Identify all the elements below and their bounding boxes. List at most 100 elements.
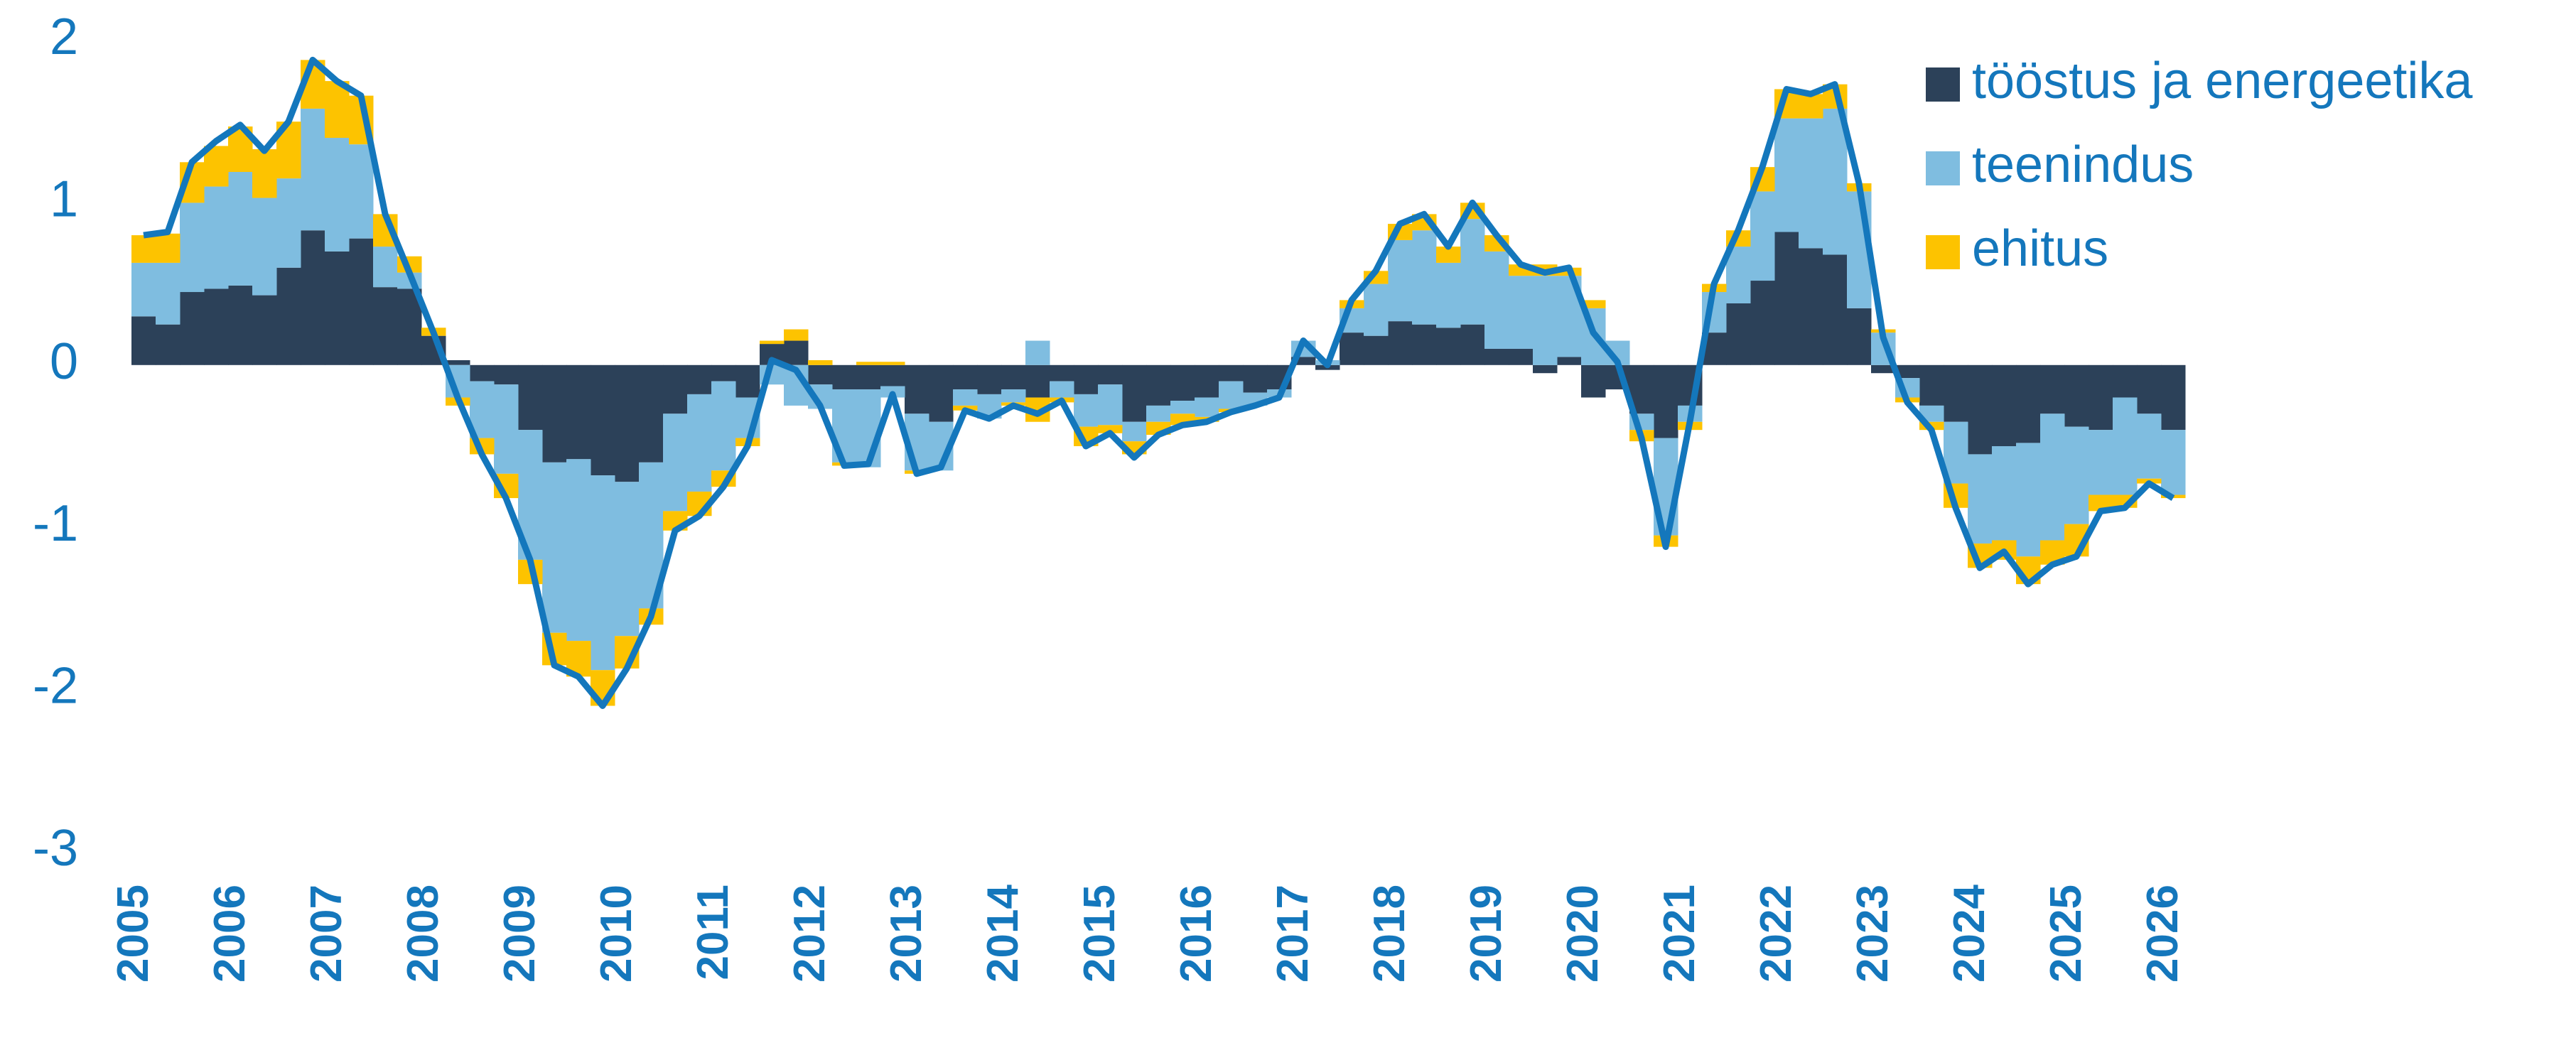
bar-segment — [1460, 324, 1485, 365]
bar-segment — [1750, 191, 1775, 281]
bar-segment — [1170, 364, 1195, 401]
bar-segment — [2113, 397, 2138, 495]
bar-segment — [1001, 364, 1026, 390]
bar-segment — [1895, 364, 1920, 379]
y-tick-label: -2 — [33, 658, 78, 715]
bar-segment — [446, 359, 470, 365]
bar-segment — [591, 475, 615, 671]
y-tick-label: -3 — [33, 820, 78, 877]
bar-segment — [156, 233, 180, 263]
bar-segment — [615, 364, 640, 482]
bar-segment — [1484, 348, 1509, 365]
x-tick-label: 2021 — [1655, 885, 1704, 983]
bar-segment — [1243, 364, 1268, 393]
bar-segment — [1436, 328, 1461, 365]
x-tick-label: 2014 — [979, 884, 1028, 982]
bar-segment — [1195, 397, 1219, 417]
total-line — [143, 56, 2175, 709]
bar-segment — [905, 364, 929, 414]
bar-segment — [325, 81, 350, 139]
bar-segment — [760, 340, 785, 345]
bar-segment — [2137, 413, 2162, 479]
bar-segment — [1774, 232, 1799, 365]
bar-segment — [325, 251, 350, 365]
bar-segment — [1968, 364, 1993, 455]
bar-segment — [2064, 426, 2089, 524]
bar-segment — [131, 316, 156, 365]
bar-segment — [2040, 413, 2065, 541]
bar-segment — [1436, 262, 1461, 328]
bar-segment — [1533, 276, 1558, 365]
bar-segment — [566, 459, 591, 642]
bar-segment — [1581, 364, 1606, 398]
bar-segment — [228, 172, 253, 286]
bar-segment — [228, 285, 253, 365]
bar-segment — [687, 364, 712, 394]
x-tick-label: 2018 — [1365, 885, 1414, 983]
bar-segment — [1823, 254, 1848, 365]
legend-swatch — [1926, 151, 1960, 185]
bar-segment — [252, 198, 277, 296]
bar-segment — [1750, 281, 1775, 365]
bar-segment — [2016, 443, 2041, 557]
bar-segment — [880, 364, 905, 386]
bar-segment — [808, 359, 833, 365]
x-tick-label: 2015 — [1075, 885, 1124, 983]
bar-segment — [180, 202, 205, 293]
bar-segment — [1098, 425, 1123, 433]
x-tick-label: 2025 — [2042, 885, 2091, 983]
y-tick-label: 0 — [50, 333, 78, 390]
x-tick-label: 2016 — [1172, 885, 1221, 983]
bar-segment — [566, 364, 591, 460]
y-tick-label: 2 — [50, 9, 78, 65]
x-tick-label: 2019 — [1462, 885, 1511, 983]
bar-segment — [663, 364, 688, 414]
bar-segment — [1799, 94, 1823, 119]
bar-segment — [180, 292, 205, 365]
bar-segment — [1388, 321, 1413, 365]
bar-segment — [1340, 333, 1364, 365]
bar-segment — [1509, 276, 1534, 349]
bar-segment — [1074, 364, 1099, 394]
x-tick-label: 2010 — [592, 885, 641, 983]
bar-segment — [711, 364, 736, 382]
bar-segment — [2089, 364, 2113, 431]
x-tick-label: 2012 — [785, 885, 834, 983]
bar-segment — [494, 364, 519, 385]
bar-segment — [687, 394, 712, 492]
bar-segment — [1654, 364, 1678, 438]
x-tick-label: 2008 — [399, 885, 448, 983]
bar-segment — [204, 186, 229, 289]
bar-segment — [1050, 381, 1074, 398]
bar-segment — [2113, 364, 2138, 398]
bar-segment — [470, 364, 495, 382]
legend-swatch — [1926, 235, 1960, 269]
bar-segment — [2161, 364, 2186, 431]
x-tick-label: 2006 — [205, 885, 254, 983]
bar-segment — [856, 364, 881, 390]
bar-segment — [1847, 308, 1872, 365]
bar-segment — [1170, 401, 1195, 414]
bar-segment — [204, 146, 229, 187]
x-tick-label: 2024 — [1945, 884, 1994, 982]
bar-segment — [1364, 335, 1389, 365]
bar-segment — [349, 238, 374, 365]
legend-label: ehitus — [1972, 220, 2108, 277]
x-tick-label: 2011 — [689, 885, 738, 980]
bar-segment — [1412, 324, 1437, 365]
bar-segment — [131, 235, 156, 263]
x-tick-label: 2007 — [302, 885, 351, 983]
bar-segment — [735, 364, 760, 398]
bar-segment — [2137, 364, 2162, 414]
bar-segment — [1992, 364, 2017, 446]
y-tick-label: 1 — [50, 171, 78, 227]
bar-segment — [1436, 247, 1461, 263]
bar-segment — [784, 329, 809, 341]
bar-segment — [1219, 381, 1244, 409]
bar-segment — [373, 287, 398, 365]
bar-segment — [204, 288, 229, 365]
bar-segment — [1388, 239, 1413, 322]
x-tick-label: 2017 — [1268, 885, 1317, 983]
y-tick-label: -1 — [33, 495, 78, 552]
bar-segment — [252, 149, 277, 198]
